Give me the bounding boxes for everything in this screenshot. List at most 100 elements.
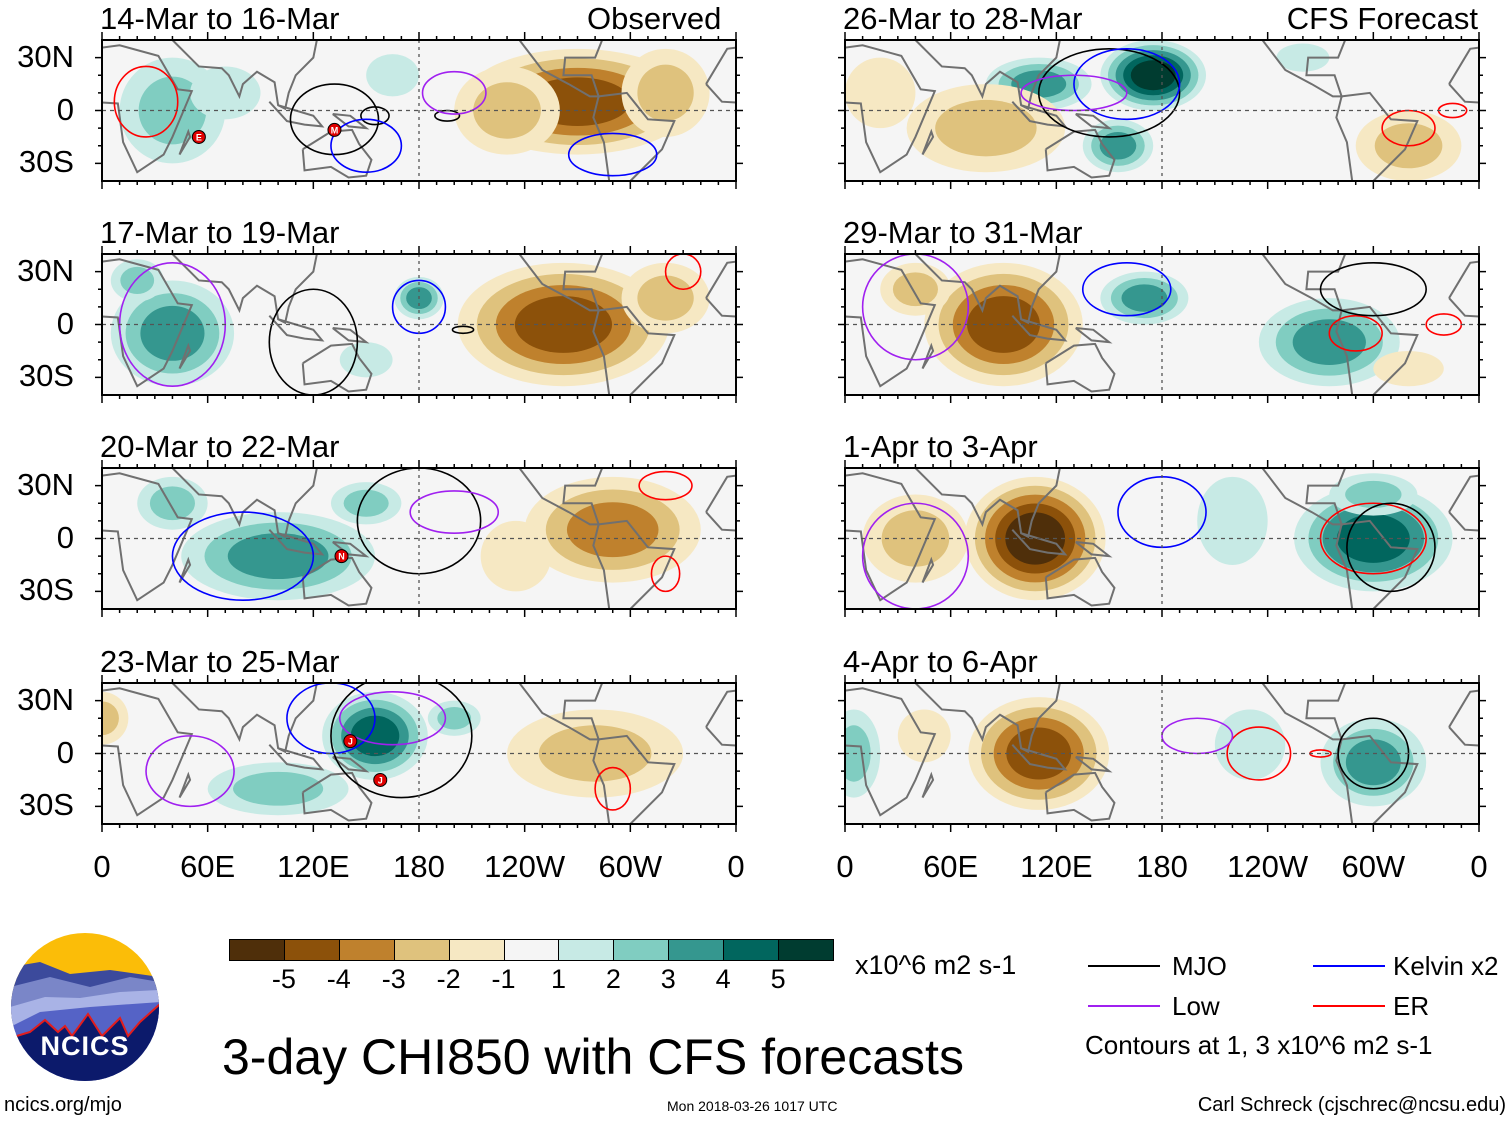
map-panel	[838, 675, 1486, 832]
coastline	[813, 132, 824, 155]
colorbar-label: 4	[715, 964, 731, 994]
map-panel: N	[95, 460, 743, 617]
anomaly-shading	[102, 701, 119, 736]
lon-label: 60W	[1341, 849, 1406, 884]
coastline	[1075, 541, 1113, 558]
wave-contour	[861, 254, 970, 361]
coastline	[102, 687, 194, 817]
panel-title: 4-Apr to 6-Apr	[843, 644, 1038, 679]
lon-label: 180	[393, 849, 445, 884]
lat-label: 30N	[17, 681, 74, 717]
lat-label: 30N	[17, 38, 74, 74]
coastline	[1261, 254, 1347, 312]
lat-label: 30S	[18, 572, 74, 608]
colorbar-swatch	[668, 939, 725, 961]
wave-contour	[268, 288, 359, 395]
wave-contour	[171, 511, 315, 601]
coastline	[1044, 771, 1116, 822]
wave-contour	[1319, 262, 1427, 317]
panel-title: 14-Mar to 16-Mar	[100, 1, 340, 36]
colorbar-units: x10^6 m2 s-1	[855, 950, 1017, 980]
logo-text: NCICS	[40, 1031, 129, 1061]
coastline	[518, 683, 604, 741]
colorbar-swatch	[393, 939, 450, 961]
wave-contour	[289, 83, 380, 156]
anomaly-shading	[881, 510, 950, 567]
coastline	[845, 472, 937, 602]
colorbar-label: 2	[605, 964, 621, 994]
lon-label: 0	[836, 849, 854, 884]
coastline	[171, 40, 318, 111]
lat-label: 30N	[17, 466, 74, 502]
coastline	[914, 40, 1061, 111]
wave-contour	[1346, 502, 1436, 593]
wave-contour	[1226, 726, 1292, 781]
anomaly-shading	[1197, 476, 1268, 565]
coastline	[1261, 40, 1347, 98]
legend-kelvin-label: Kelvin x2	[1393, 951, 1499, 981]
colorbar-label: 3	[660, 964, 676, 994]
anomaly-shading	[138, 76, 207, 145]
wave-contour	[664, 254, 702, 291]
wave-contour	[1073, 48, 1181, 121]
wave-contour	[567, 132, 658, 177]
lat-label: 30N	[17, 252, 74, 288]
footer-url[interactable]: ncics.org/mjo	[4, 1094, 122, 1116]
anomaly-shading	[566, 502, 659, 558]
anomaly-shading	[935, 99, 1037, 157]
coastline	[592, 91, 676, 181]
coastline	[592, 519, 676, 609]
anomaly-shading	[637, 64, 694, 122]
coastline	[1335, 734, 1419, 824]
colorbar-swatch	[283, 939, 340, 961]
colorbar-swatch	[503, 939, 560, 961]
svg-text:J: J	[378, 775, 383, 785]
ncics-logo: NCICS	[11, 933, 159, 1081]
coastline	[178, 556, 192, 584]
coastline	[845, 258, 937, 388]
coastline	[813, 346, 824, 369]
lon-label: 0	[727, 849, 745, 884]
legend-mjo-line	[1088, 965, 1160, 967]
tropical-cyclone-icon: E	[191, 129, 206, 144]
colorbar-swatch	[338, 939, 395, 961]
wave-contour	[650, 555, 681, 593]
anomaly-shading	[1276, 43, 1330, 72]
tropical-cyclone-icon: M	[327, 122, 342, 137]
footer-author: Carl Schreck (cjschrec@ncsu.edu)	[1197, 1094, 1506, 1116]
anomaly-shading	[897, 709, 951, 763]
tropical-cyclone-icon: J	[343, 734, 358, 749]
coastline	[1044, 342, 1116, 393]
colorbar-swatch	[448, 939, 505, 961]
lon-label: 60E	[923, 849, 979, 884]
lat-label: 30S	[18, 144, 74, 180]
map-panel	[838, 460, 1486, 617]
anomaly-shading	[845, 57, 916, 129]
legend-er-label: ER	[1393, 991, 1430, 1021]
footer-timestamp: Mon 2018-03-26 1017 UTC	[667, 1098, 838, 1114]
colorbar-swatch	[778, 939, 834, 961]
panel-title: 20-Mar to 22-Mar	[100, 429, 340, 464]
wave-contour	[1037, 48, 1181, 138]
coastline	[914, 468, 1061, 539]
wave-contour	[1081, 262, 1172, 317]
coastline	[178, 771, 192, 799]
anomaly-shading	[1292, 319, 1366, 366]
map-panel: JJ	[95, 675, 743, 832]
wave-contour	[330, 118, 403, 173]
wave-contour	[145, 735, 235, 808]
legend-mjo-label: MJO	[1172, 951, 1227, 981]
lon-label: 0	[1470, 849, 1488, 884]
wave-contour	[1328, 314, 1383, 352]
coastline	[178, 342, 192, 370]
anomaly-shading	[473, 82, 541, 139]
panel-title: 29-Mar to 31-Mar	[843, 215, 1083, 250]
coastline	[592, 734, 676, 824]
coastline	[914, 254, 1061, 325]
coastline	[1075, 756, 1113, 773]
coastline	[102, 472, 194, 602]
tropical-cyclone-icon: N	[334, 549, 349, 564]
colorbar-swatch	[613, 939, 670, 961]
anomaly-shading	[892, 272, 938, 307]
